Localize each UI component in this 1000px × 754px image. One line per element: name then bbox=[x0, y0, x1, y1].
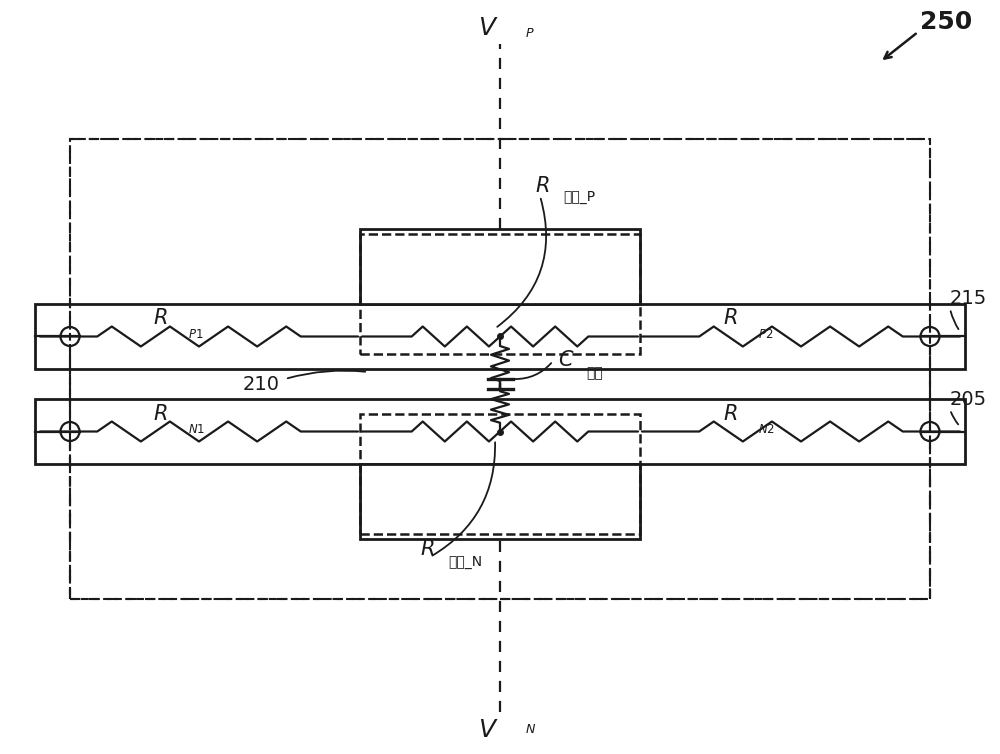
Bar bbox=[70, 139, 930, 599]
Text: 215: 215 bbox=[950, 290, 987, 308]
Text: $R$: $R$ bbox=[420, 539, 435, 559]
Text: $V$: $V$ bbox=[478, 718, 498, 742]
Text: $R$: $R$ bbox=[535, 176, 550, 196]
Text: 250: 250 bbox=[920, 10, 972, 34]
Text: 栅极_N: 栅极_N bbox=[448, 555, 482, 569]
Bar bbox=[35, 399, 965, 464]
Text: $_{P2}$: $_{P2}$ bbox=[758, 323, 773, 342]
Text: $C$: $C$ bbox=[558, 350, 574, 370]
Bar bbox=[35, 304, 965, 369]
Text: 210: 210 bbox=[243, 375, 280, 394]
Bar bbox=[360, 414, 640, 534]
Bar bbox=[360, 229, 640, 304]
Text: $R$: $R$ bbox=[153, 308, 167, 329]
Text: 栅极_P: 栅极_P bbox=[563, 190, 595, 204]
Text: $V$: $V$ bbox=[478, 16, 498, 40]
Text: 205: 205 bbox=[950, 391, 987, 409]
Text: $R$: $R$ bbox=[723, 308, 737, 329]
Text: $_{P1}$: $_{P1}$ bbox=[188, 323, 204, 342]
Text: $_{N2}$: $_{N2}$ bbox=[758, 418, 775, 437]
Text: $R$: $R$ bbox=[153, 403, 167, 424]
Text: 栅极: 栅极 bbox=[586, 366, 603, 380]
Text: $_P$: $_P$ bbox=[525, 22, 535, 40]
Text: $_{N1}$: $_{N1}$ bbox=[188, 418, 205, 437]
Bar bbox=[360, 234, 640, 354]
Text: $_N$: $_N$ bbox=[525, 718, 536, 736]
Bar bbox=[360, 464, 640, 539]
Text: $R$: $R$ bbox=[723, 403, 737, 424]
